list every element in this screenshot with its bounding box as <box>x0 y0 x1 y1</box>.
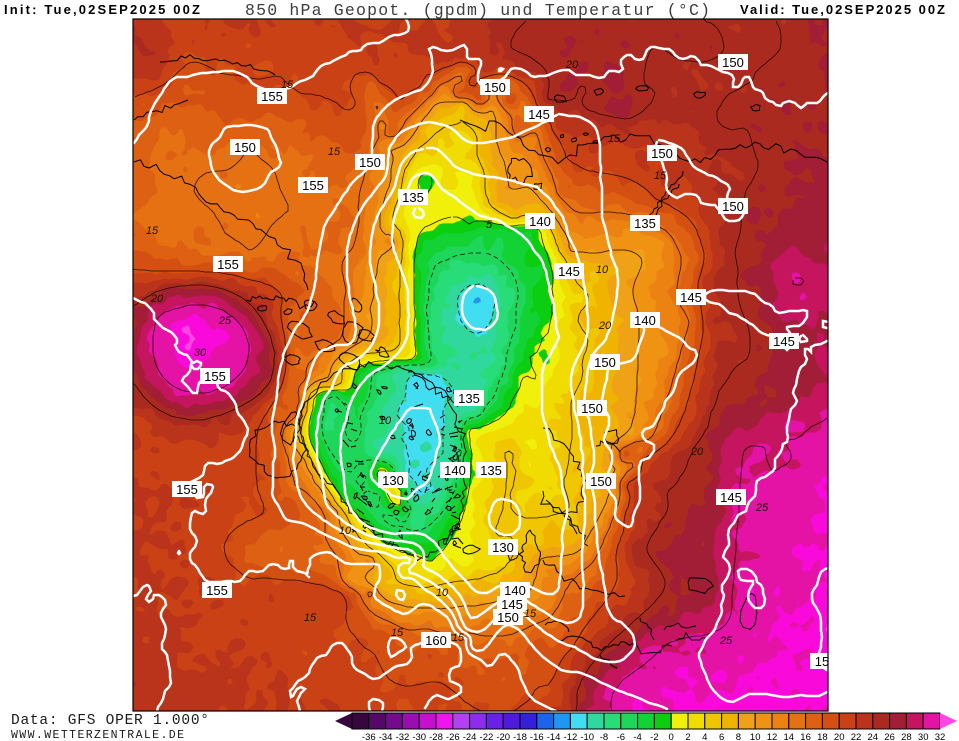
svg-text:24: 24 <box>868 732 879 741</box>
svg-text:15: 15 <box>524 608 537 620</box>
svg-text:155: 155 <box>176 482 198 497</box>
svg-text:150: 150 <box>722 199 744 214</box>
svg-text:2: 2 <box>685 732 690 741</box>
svg-text:130: 130 <box>492 540 514 555</box>
svg-text:16: 16 <box>800 732 811 741</box>
svg-text:155: 155 <box>217 257 239 272</box>
svg-text:145: 145 <box>558 264 580 279</box>
svg-text:32: 32 <box>935 732 946 741</box>
svg-text:25: 25 <box>719 635 733 647</box>
svg-text:130: 130 <box>382 473 404 488</box>
svg-text:20: 20 <box>690 446 704 458</box>
svg-text:15: 15 <box>146 225 159 237</box>
svg-text:150: 150 <box>359 155 381 170</box>
svg-text:145: 145 <box>528 107 550 122</box>
svg-text:-18: -18 <box>513 732 527 741</box>
svg-text:150: 150 <box>497 610 519 625</box>
svg-text:145: 145 <box>720 490 742 505</box>
svg-text:22: 22 <box>851 732 862 741</box>
svg-text:28: 28 <box>901 732 912 741</box>
svg-text:-16: -16 <box>530 732 544 741</box>
svg-text:150: 150 <box>651 146 673 161</box>
svg-text:-22: -22 <box>480 732 494 741</box>
svg-text:6: 6 <box>719 732 724 741</box>
svg-text:150: 150 <box>722 55 744 70</box>
svg-text:140: 140 <box>529 214 551 229</box>
svg-text:26: 26 <box>884 732 895 741</box>
svg-text:0: 0 <box>669 732 674 741</box>
svg-text:14: 14 <box>784 732 795 741</box>
svg-text:15: 15 <box>815 654 829 669</box>
svg-text:150: 150 <box>590 474 612 489</box>
svg-text:145: 145 <box>680 290 702 305</box>
svg-text:20: 20 <box>565 59 579 71</box>
svg-text:20: 20 <box>150 293 164 305</box>
svg-text:30: 30 <box>918 732 929 741</box>
svg-text:-26: -26 <box>446 732 460 741</box>
svg-text:8: 8 <box>736 732 741 741</box>
svg-text:150: 150 <box>484 80 506 95</box>
svg-text:135: 135 <box>634 216 656 231</box>
svg-text:15: 15 <box>328 146 341 158</box>
svg-text:10: 10 <box>436 587 449 599</box>
svg-text:160: 160 <box>425 633 447 648</box>
svg-text:18: 18 <box>817 732 828 741</box>
svg-text:-14: -14 <box>547 732 561 741</box>
svg-text:-30: -30 <box>412 732 426 741</box>
svg-text:-6: -6 <box>617 732 625 741</box>
svg-text:15: 15 <box>281 79 294 91</box>
svg-text:155: 155 <box>206 583 228 598</box>
svg-text:15: 15 <box>452 632 465 644</box>
svg-text:-36: -36 <box>362 732 376 741</box>
svg-text:5: 5 <box>486 219 493 231</box>
svg-text:15: 15 <box>608 133 621 145</box>
svg-text:140: 140 <box>504 583 526 598</box>
svg-text:-4: -4 <box>633 732 641 741</box>
svg-text:10: 10 <box>750 732 761 741</box>
svg-text:25: 25 <box>755 502 769 514</box>
svg-text:-2: -2 <box>650 732 658 741</box>
svg-text:15: 15 <box>391 627 404 639</box>
svg-text:-8: -8 <box>600 732 608 741</box>
svg-text:15: 15 <box>654 170 667 182</box>
svg-text:10: 10 <box>379 415 392 427</box>
svg-text:140: 140 <box>444 463 466 478</box>
svg-text:Valid: Tue,02SEP2025 00Z: Valid: Tue,02SEP2025 00Z <box>740 2 945 17</box>
svg-text:135: 135 <box>480 463 502 478</box>
svg-text:-12: -12 <box>564 732 578 741</box>
svg-text:4: 4 <box>702 732 707 741</box>
svg-text:-32: -32 <box>396 732 410 741</box>
svg-text:20: 20 <box>598 320 612 332</box>
svg-text:155: 155 <box>261 89 283 104</box>
svg-text:150: 150 <box>581 401 603 416</box>
svg-text:-10: -10 <box>580 732 594 741</box>
svg-text:155: 155 <box>302 178 324 193</box>
svg-text:850 hPa Geopot. (gpdm) und Tem: 850 hPa Geopot. (gpdm) und Temperatur (°… <box>245 1 710 20</box>
svg-text:135: 135 <box>402 190 424 205</box>
svg-text:-34: -34 <box>379 732 393 741</box>
svg-text:135: 135 <box>458 391 480 406</box>
svg-text:150: 150 <box>594 355 616 370</box>
svg-text:12: 12 <box>767 732 778 741</box>
svg-text:Data: GFS OPER 1.000°: Data: GFS OPER 1.000° <box>11 713 209 729</box>
svg-text:-24: -24 <box>463 732 477 741</box>
svg-text:Init: Tue,02SEP2025 00Z: Init: Tue,02SEP2025 00Z <box>4 2 200 17</box>
svg-text:-28: -28 <box>429 732 443 741</box>
svg-text:30: 30 <box>194 347 207 359</box>
svg-text:145: 145 <box>773 334 795 349</box>
svg-text:-20: -20 <box>496 732 510 741</box>
svg-text:WWW.WETTERZENTRALE.DE: WWW.WETTERZENTRALE.DE <box>11 729 184 741</box>
svg-text:20: 20 <box>834 732 845 741</box>
svg-text:145: 145 <box>501 597 523 612</box>
svg-text:155: 155 <box>204 369 226 384</box>
svg-text:140: 140 <box>634 313 656 328</box>
svg-text:10: 10 <box>339 525 352 537</box>
svg-text:25: 25 <box>218 315 232 327</box>
svg-text:15: 15 <box>304 612 317 624</box>
svg-text:10: 10 <box>596 264 609 276</box>
svg-text:150: 150 <box>234 140 256 155</box>
